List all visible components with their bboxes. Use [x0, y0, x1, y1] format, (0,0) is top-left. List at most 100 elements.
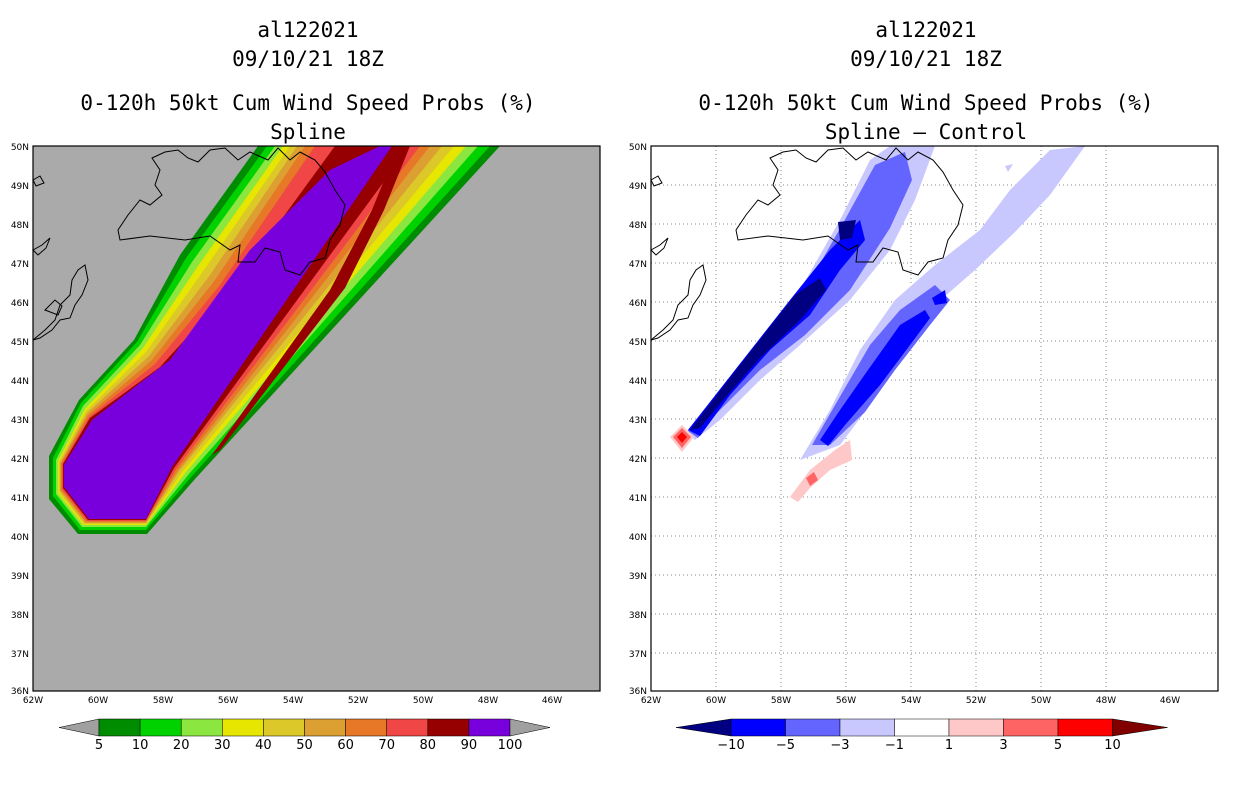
left-lat-37N: 37N — [11, 650, 29, 660]
diff-west-max — [690, 278, 826, 430]
right-lat-42N: 42N — [629, 455, 647, 465]
right-lat-47N: 47N — [629, 260, 647, 270]
right-colorbar-swatch — [1057, 718, 1113, 737]
right-colorbar-label: 10 — [1104, 738, 1121, 753]
left-colorbar-label: 90 — [461, 738, 478, 753]
right-lon-56W: 56W — [836, 696, 856, 706]
right-colorbar-label: −3 — [830, 738, 849, 753]
left-lon-60W: 60W — [88, 696, 108, 706]
right-lon-46W: 46W — [1160, 696, 1180, 706]
left-colorbar-swatch — [386, 718, 429, 737]
right-colorbar-label: 5 — [1054, 738, 1062, 753]
left-colorbar-label: 80 — [420, 738, 437, 753]
left-lon-46W: 46W — [542, 696, 562, 706]
left-colorbar-swatch — [222, 718, 264, 737]
coast-fragment-right-1 — [650, 237, 669, 256]
left-colorbar-label: 40 — [255, 738, 272, 753]
right-title-datetime: 09/10/21 18Z — [850, 47, 1002, 71]
right-lon-50W: 50W — [1031, 696, 1051, 706]
right-colorbar: −10 −5 −3 −1 1 3 5 10 — [675, 718, 1168, 753]
right-lat-39N: 39N — [629, 572, 647, 582]
diff-west-max-2 — [838, 220, 856, 240]
right-lat-48N: 48N — [629, 221, 647, 231]
prob-band-90 — [64, 146, 392, 519]
left-colorbar-swatch — [180, 718, 223, 737]
coast-fragment-right-2 — [650, 175, 663, 187]
left-lat-36N: 36N — [11, 687, 29, 697]
right-lat-49N: 49N — [629, 182, 647, 192]
diff-pos-east-mid — [806, 472, 818, 486]
right-colorbar-label: −5 — [776, 738, 795, 753]
right-lat-43N: 43N — [629, 416, 647, 426]
left-lat-42N: 42N — [11, 455, 29, 465]
left-lat-43N: 43N — [11, 416, 29, 426]
left-colorbar-low-arrow — [58, 718, 100, 737]
right-lat-37N: 37N — [629, 650, 647, 660]
left-lon-52W: 52W — [348, 696, 368, 706]
left-lat-39N: 39N — [11, 572, 29, 582]
left-colorbar-swatch — [139, 718, 182, 737]
newfoundland-coast — [117, 147, 346, 276]
right-title-product: 0-120h 50kt Cum Wind Speed Probs (%) — [698, 91, 1154, 115]
newfoundland-coast-right — [735, 147, 964, 276]
left-colorbar-high-arrow — [509, 718, 551, 737]
left-lon-50W: 50W — [413, 696, 433, 706]
coast-fragment-3 — [44, 299, 63, 316]
left-colorbar-swatch — [98, 718, 141, 737]
left-map-frame — [32, 145, 601, 692]
left-colorbar-label: 10 — [132, 738, 149, 753]
left-colorbar-label: 5 — [95, 738, 103, 753]
left-colorbar-label: 60 — [337, 738, 354, 753]
right-lon-60W: 60W — [706, 696, 726, 706]
left-lat-48N: 48N — [11, 221, 29, 231]
left-colorbar-label: 50 — [296, 738, 313, 753]
diff-east-strong — [820, 310, 930, 446]
left-title-storm: al122021 — [257, 18, 359, 42]
left-colorbar-swatch — [304, 718, 346, 737]
right-lat-44N: 44N — [629, 377, 647, 387]
left-lat-45N: 45N — [11, 338, 29, 348]
left-colorbar: 5 10 20 30 40 50 60 70 80 90 100 — [58, 718, 551, 753]
left-lat-38N: 38N — [11, 611, 29, 621]
right-map-background — [651, 146, 1218, 691]
coast-fragment-1 — [32, 237, 51, 256]
left-colorbar-label: 20 — [173, 738, 190, 753]
right-lat-41N: 41N — [629, 494, 647, 504]
right-map: 50N 49N 48N 47N 46N 45N 44N 43N 42N 41N … — [629, 143, 1219, 706]
left-lon-58W: 58W — [153, 696, 173, 706]
left-lat-44N: 44N — [11, 377, 29, 387]
right-title-subtitle: Spline – Control — [824, 120, 1028, 144]
left-title-product: 0-120h 50kt Cum Wind Speed Probs (%) — [80, 91, 536, 115]
right-lon-54W: 54W — [901, 696, 921, 706]
prob-ridge — [212, 146, 410, 455]
left-lon-56W: 56W — [218, 696, 238, 706]
right-lat-40N: 40N — [629, 533, 647, 543]
left-colorbar-swatch — [345, 718, 387, 737]
right-lat-labels: 50N 49N 48N 47N 46N 45N 44N 43N 42N 41N … — [629, 143, 647, 697]
right-coastlines — [650, 147, 964, 341]
right-colorbar-swatch — [785, 718, 841, 737]
left-lon-48W: 48W — [478, 696, 498, 706]
right-colorbar-label: 3 — [999, 738, 1007, 753]
left-title-datetime: 09/10/21 18Z — [232, 47, 384, 71]
nova-scotia-coast-right — [650, 264, 707, 341]
nova-scotia-coast — [32, 264, 89, 341]
right-lat-38N: 38N — [629, 611, 647, 621]
right-title-storm: al122021 — [875, 18, 977, 42]
right-colorbar-low-arrow — [675, 718, 732, 737]
left-lat-47N: 47N — [11, 260, 29, 270]
left-title-subtitle: Spline — [270, 120, 346, 144]
right-lon-62W: 62W — [641, 696, 661, 706]
left-colorbar-swatch — [263, 718, 305, 737]
right-colorbar-swatch — [894, 718, 950, 737]
right-colorbar-swatch — [839, 718, 895, 737]
left-lon-54W: 54W — [283, 696, 303, 706]
left-lat-labels: 50N 49N 48N 47N 46N 45N 44N 43N 42N 41N … — [11, 143, 29, 697]
diff-pos-east-light — [790, 440, 852, 502]
right-lat-45N: 45N — [629, 338, 647, 348]
left-lat-49N: 49N — [11, 182, 29, 192]
right-colorbar-label: 1 — [945, 738, 953, 753]
left-colorbar-swatch — [427, 718, 470, 737]
left-colorbar-label: 30 — [214, 738, 231, 753]
right-lat-50N: 50N — [629, 143, 647, 153]
